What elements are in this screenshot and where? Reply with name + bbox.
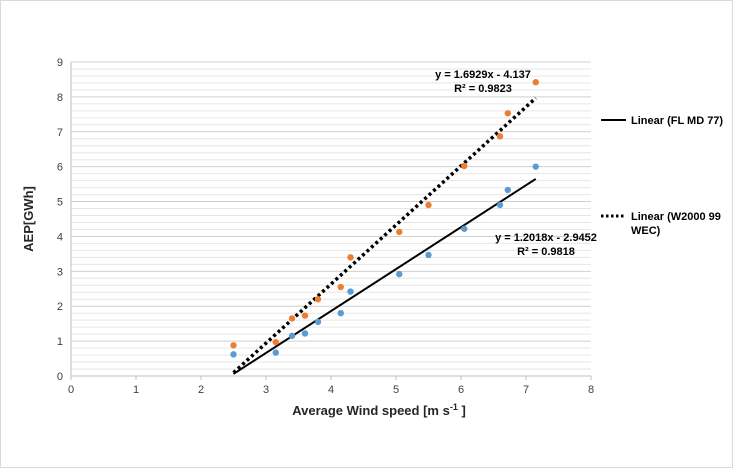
x-tick-label: 4	[328, 384, 334, 396]
point-orange	[314, 296, 322, 303]
point-blue	[504, 186, 511, 194]
point-blue	[314, 318, 322, 326]
x-tick-label: 5	[393, 384, 399, 396]
x-tick-label: 0	[68, 384, 74, 396]
point-orange	[301, 312, 309, 319]
point-orange	[396, 228, 403, 236]
point-blue	[288, 332, 296, 340]
point-blue	[532, 163, 539, 170]
point-orange	[532, 79, 539, 86]
y-tick-labels: 0 1 2 3 4 5 6 7 8 9	[57, 57, 63, 383]
x-tick-label: 3	[263, 384, 269, 396]
point-blue	[337, 310, 344, 317]
legend-label-w2000-line1: Linear (W2000 99	[631, 211, 721, 223]
point-orange	[337, 283, 344, 291]
y-tick-label: 8	[57, 92, 63, 104]
point-orange	[425, 201, 432, 209]
point-orange	[272, 338, 279, 346]
y-tick-label: 5	[57, 197, 63, 209]
y-tick-label: 9	[57, 57, 63, 69]
grid	[71, 61, 591, 377]
y-tick-label: 4	[57, 231, 63, 243]
y-tick-label: 7	[57, 127, 63, 139]
x-tick-label: 8	[588, 384, 594, 396]
x-tick-label: 7	[523, 384, 529, 396]
y-tick-label: 6	[57, 162, 63, 174]
trendline-equation-flmd: y = 1.2018x - 2.9452	[495, 232, 597, 244]
point-blue	[230, 351, 237, 358]
trendline-r2-flmd: R² = 0.9818	[517, 246, 575, 258]
point-blue	[272, 349, 279, 356]
trendline-equation-w2000: y = 1.6929x - 4.137	[435, 69, 531, 81]
legend-label-w2000-line2: WEC)	[631, 225, 661, 237]
trendlines	[232, 96, 537, 375]
trendline-dotted	[232, 96, 537, 374]
point-blue	[496, 201, 504, 209]
y-tick-label: 0	[57, 371, 63, 383]
x-tick-labels: 0 1 2 3 4 5 6 7 8	[68, 384, 594, 396]
legend: Linear (FL MD 77) Linear (W2000 99 WEC)	[601, 115, 723, 237]
point-orange	[504, 110, 511, 117]
y-tick-label: 3	[57, 266, 63, 278]
y-tick-label: 2	[57, 301, 63, 313]
x-tick-label: 1	[133, 384, 139, 396]
legend-label-flmd: Linear (FL MD 77)	[631, 115, 723, 127]
trendline-solid	[232, 178, 537, 375]
x-axis-title-main: Average Wind speed [m s	[292, 403, 450, 418]
point-blue	[425, 251, 432, 259]
point-blue	[347, 288, 354, 295]
point-orange	[461, 162, 468, 170]
point-orange	[496, 133, 504, 140]
point-blue	[461, 225, 468, 232]
point-blue	[301, 330, 309, 337]
point-orange	[347, 254, 354, 261]
x-axis-title-end: ]	[458, 403, 466, 418]
trendline-r2-w2000: R² = 0.9823	[454, 83, 512, 95]
y-tick-label: 1	[57, 336, 63, 348]
x-tick-label: 2	[198, 384, 204, 396]
point-orange	[230, 342, 237, 349]
axes	[70, 62, 592, 380]
point-orange	[288, 315, 296, 322]
y-axis-title: AEP[GWh]	[21, 186, 36, 252]
x-axis-title-sup: -1	[450, 402, 458, 412]
x-tick-label: 6	[458, 384, 464, 396]
data-points	[230, 79, 539, 358]
point-blue	[396, 270, 403, 278]
x-axis-title: Average Wind speed [m s-1 ]	[292, 402, 466, 418]
